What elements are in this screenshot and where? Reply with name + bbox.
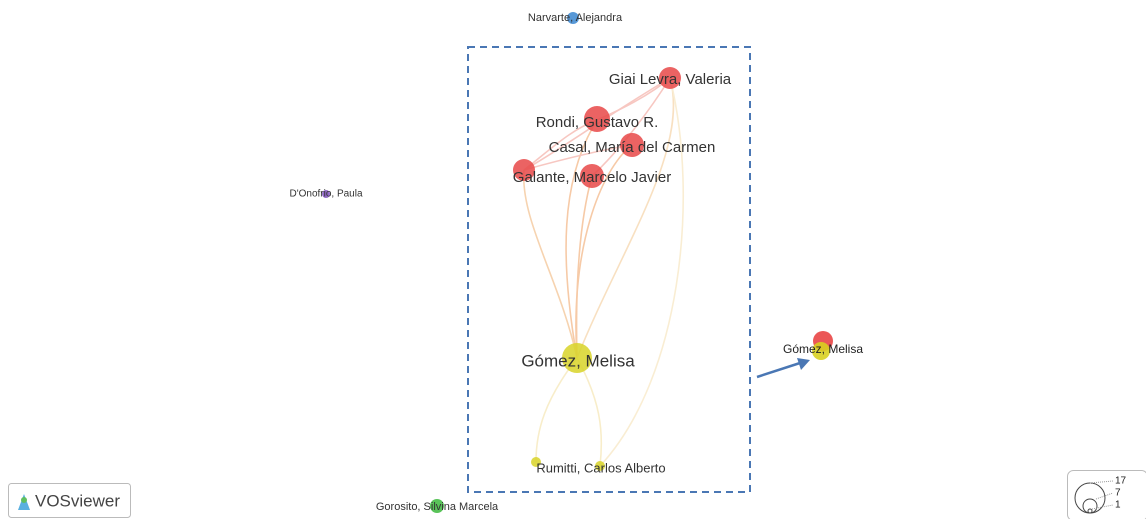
node-label: Casal, María del Carmen xyxy=(549,139,716,156)
edges xyxy=(524,78,684,466)
legend-value: 17 xyxy=(1115,476,1127,487)
legend-value: 7 xyxy=(1115,488,1121,499)
edge xyxy=(536,358,577,462)
edge xyxy=(577,358,601,466)
node-label: Narvarte, Alejandra xyxy=(528,12,623,24)
logo-icon xyxy=(21,497,27,503)
legend-box xyxy=(1068,471,1146,520)
node-label: Giai Levra, Valeria xyxy=(609,71,732,88)
edge xyxy=(577,176,592,358)
node-label: Rondi, Gustavo R. xyxy=(536,114,659,131)
node-label: D'Onofrio, Paula xyxy=(289,189,362,200)
node-label: Gorosito, Silvina Marcela xyxy=(376,501,499,513)
callout-label: Gómez, Melisa xyxy=(783,342,863,356)
logo-text: VOSviewer xyxy=(35,491,120,510)
node-label: Galante, Marcelo Javier xyxy=(513,169,671,186)
node-label: Gómez, Melisa xyxy=(521,351,635,370)
node-label: Rumitti, Carlos Alberto xyxy=(536,460,665,475)
legend-value: 1 xyxy=(1115,500,1121,511)
arrow xyxy=(757,363,800,377)
